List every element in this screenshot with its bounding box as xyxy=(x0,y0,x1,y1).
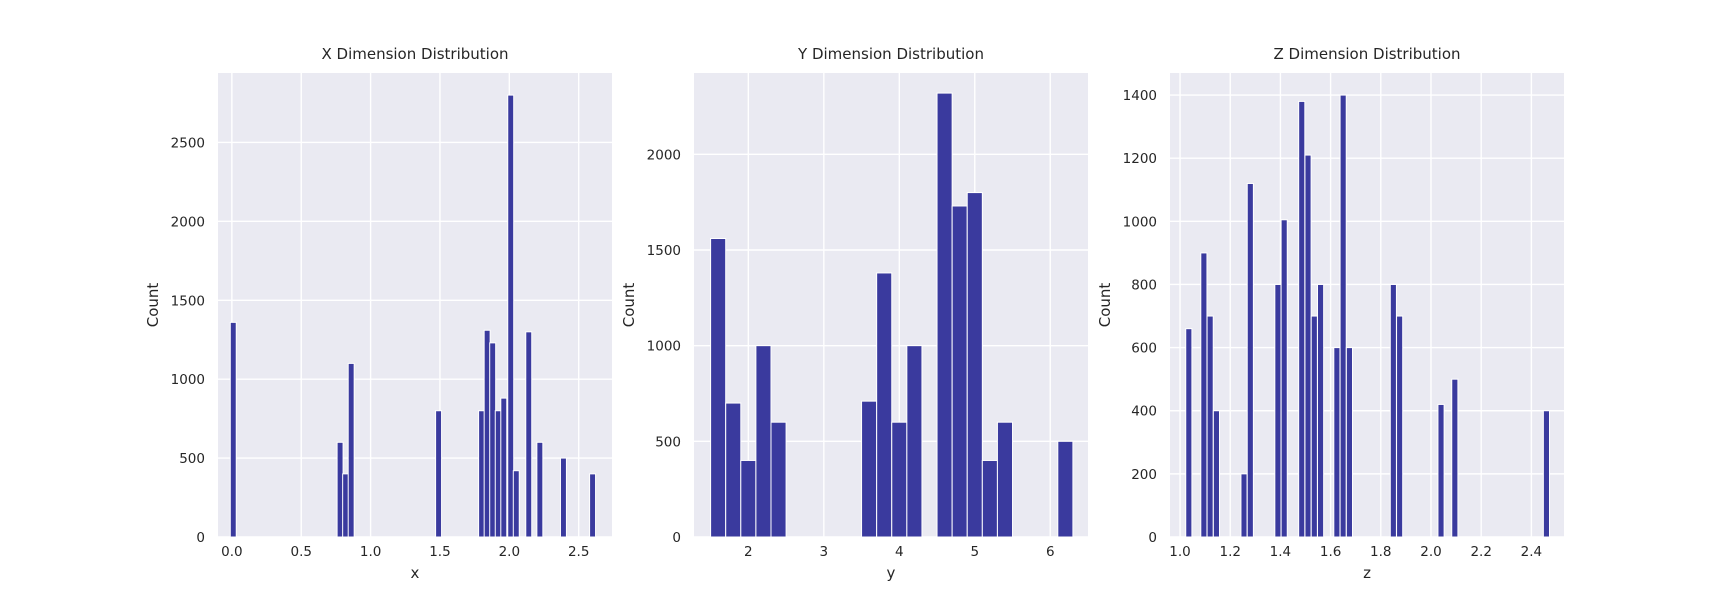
bar-y-7 xyxy=(891,421,908,538)
bar-z-5 xyxy=(1246,182,1254,538)
y-tick-label-z-1: 200 xyxy=(1131,467,1157,483)
bar-y-9 xyxy=(936,92,953,538)
x-tick-label-z-3: 1.6 xyxy=(1320,544,1341,560)
bar-z-12 xyxy=(1333,347,1341,538)
x-tick-label-y-2: 4 xyxy=(895,544,904,560)
bar-y-8 xyxy=(906,345,923,538)
x-tick-label-z-5: 2.0 xyxy=(1420,544,1441,560)
bar-z-4 xyxy=(1240,473,1248,538)
plot-background-x xyxy=(218,73,612,537)
x-tick-label-y-1: 3 xyxy=(820,544,829,560)
x-tick-label-x-2: 1.0 xyxy=(360,544,381,560)
bar-y-0 xyxy=(710,238,727,538)
bar-y-13 xyxy=(996,421,1014,538)
bar-x-11 xyxy=(512,470,520,538)
bar-x-15 xyxy=(589,473,597,538)
bar-z-15 xyxy=(1389,283,1397,538)
bar-y-4 xyxy=(770,421,787,538)
bar-z-19 xyxy=(1542,410,1551,538)
x-tick-label-z-1: 1.2 xyxy=(1219,544,1240,560)
bar-z-13 xyxy=(1339,94,1347,538)
chart-title-x: X Dimension Distribution xyxy=(321,45,508,63)
y-axis-label-y: Count xyxy=(620,283,638,328)
bar-y-1 xyxy=(725,402,742,538)
y-tick-label-z-5: 1000 xyxy=(1123,214,1157,230)
bar-z-9 xyxy=(1304,154,1312,538)
y-tick-label-z-6: 1200 xyxy=(1123,151,1157,167)
x-tick-label-y-4: 6 xyxy=(1046,544,1055,560)
bar-y-12 xyxy=(981,459,998,538)
y-tick-label-y-2: 1000 xyxy=(647,339,681,355)
bar-z-3 xyxy=(1212,410,1221,538)
y-axis-label-z: Count xyxy=(1096,283,1114,328)
bar-z-16 xyxy=(1396,315,1404,538)
bar-z-17 xyxy=(1437,403,1445,538)
y-tick-label-x-1: 500 xyxy=(179,451,205,467)
y-tick-label-x-5: 2500 xyxy=(171,135,205,151)
bar-z-8 xyxy=(1298,100,1306,538)
y-tick-label-z-0: 0 xyxy=(1148,530,1157,546)
x-tick-label-x-3: 1.5 xyxy=(429,544,450,560)
x-tick-label-x-0: 0.0 xyxy=(221,544,242,560)
bar-x-3 xyxy=(347,362,355,538)
y-tick-label-z-2: 400 xyxy=(1131,404,1157,420)
x-tick-label-y-3: 5 xyxy=(970,544,979,560)
x-tick-label-z-6: 2.2 xyxy=(1470,544,1491,560)
y-tick-label-y-4: 2000 xyxy=(647,147,681,163)
bar-y-11 xyxy=(966,192,983,538)
x-tick-label-z-0: 1.0 xyxy=(1169,544,1190,560)
bar-z-6 xyxy=(1274,283,1282,538)
bar-y-3 xyxy=(755,345,772,538)
chart-x: 0.0 0.5 1.0 1.5 2.0 2.5 0 500 1000 1500 2000 2500 X … xyxy=(144,45,612,582)
x-axis-label-y: y xyxy=(887,564,896,582)
bar-z-11 xyxy=(1316,283,1325,538)
y-tick-label-z-7: 1400 xyxy=(1123,88,1157,104)
x-tick-label-x-4: 2.0 xyxy=(499,544,520,560)
bar-x-10 xyxy=(507,94,515,538)
y-tick-label-x-0: 0 xyxy=(196,530,205,546)
x-axis-label-z: z xyxy=(1363,564,1371,582)
bar-x-4 xyxy=(435,410,443,538)
y-tick-label-z-4: 800 xyxy=(1131,277,1157,293)
bar-x-9 xyxy=(500,397,508,538)
bar-x-14 xyxy=(559,457,567,538)
bar-x-12 xyxy=(525,331,533,538)
y-tick-label-z-3: 600 xyxy=(1131,341,1157,357)
bar-z-1 xyxy=(1200,252,1208,538)
x-tick-label-z-2: 1.4 xyxy=(1270,544,1291,560)
bar-z-10 xyxy=(1310,315,1318,538)
bar-z-2 xyxy=(1206,315,1214,538)
bar-z-14 xyxy=(1345,347,1354,538)
x-tick-label-z-4: 1.8 xyxy=(1370,544,1391,560)
x-tick-label-y-0: 2 xyxy=(744,544,753,560)
y-tick-label-y-0: 0 xyxy=(672,530,681,546)
plot-background-z xyxy=(1170,73,1564,537)
y-tick-label-y-1: 500 xyxy=(655,434,681,450)
bar-x-13 xyxy=(536,441,544,538)
bar-x-0 xyxy=(229,321,237,538)
chart-title-z: Z Dimension Distribution xyxy=(1273,45,1460,63)
x-tick-label-x-5: 2.5 xyxy=(568,544,589,560)
bar-z-0 xyxy=(1185,328,1193,538)
chart-z: 1.0 1.2 1.4 1.6 1.8 2.0 2.2 2.4 0 200 400 600 800 100… xyxy=(1096,45,1564,582)
chart-y: 2 3 4 5 6 0 500 1000 1500 2000 Y Dimension Distrib… xyxy=(620,45,1088,582)
y-axis-label-x: Count xyxy=(144,283,162,328)
bar-y-2 xyxy=(740,459,757,538)
bar-y-6 xyxy=(876,272,893,538)
bar-y-5 xyxy=(861,400,878,538)
bar-z-7 xyxy=(1280,219,1288,538)
chart-title-y: Y Dimension Distribution xyxy=(797,45,984,63)
y-tick-label-y-3: 1500 xyxy=(647,243,681,259)
bar-y-10 xyxy=(951,205,968,538)
y-tick-label-x-4: 2000 xyxy=(171,214,205,230)
y-tick-label-x-3: 1500 xyxy=(171,293,205,309)
x-tick-label-z-7: 2.4 xyxy=(1521,544,1542,560)
x-tick-label-x-1: 0.5 xyxy=(290,544,311,560)
bar-z-18 xyxy=(1451,378,1459,538)
y-tick-label-x-2: 1000 xyxy=(171,372,205,388)
bar-y-14 xyxy=(1057,440,1074,538)
x-axis-label-x: x xyxy=(411,564,420,582)
